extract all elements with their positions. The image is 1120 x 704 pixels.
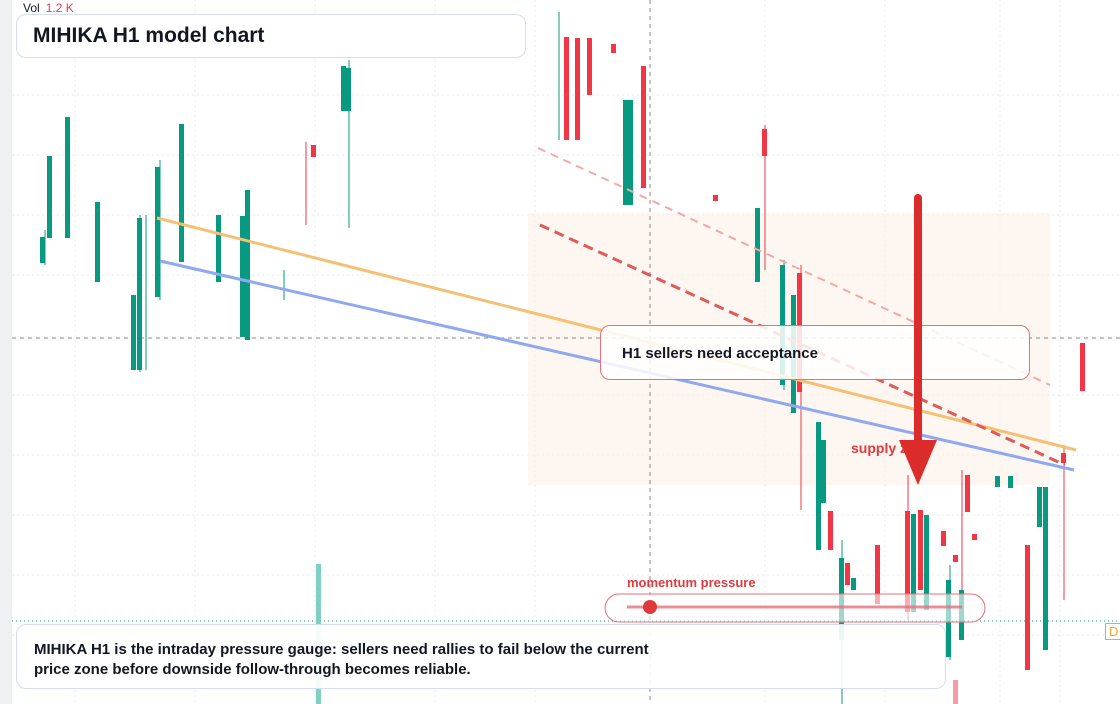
footer-text: MIHIKA H1 is the intraday pressure gauge… [34, 641, 649, 678]
volume-legend: Vol 1.2 K [23, 1, 74, 15]
chart-title: MIHIKA H1 model chart [16, 14, 526, 58]
edge-label: D [1105, 623, 1120, 640]
callout: H1 sellers need acceptance [600, 325, 1030, 380]
candles-green [40, 66, 1048, 657]
volume-value: 1.2 K [45, 1, 74, 15]
volume-label: Vol [23, 1, 40, 15]
gauge-label: momentum pressure [627, 575, 756, 590]
footer-note: MIHIKA H1 is the intraday pressure gauge… [16, 624, 946, 689]
dashed-line-light [537, 147, 1051, 386]
left-strip [0, 0, 12, 704]
zone-label: supply zone [851, 440, 932, 456]
gauge-knob [643, 600, 657, 614]
candles-red [311, 37, 1085, 704]
